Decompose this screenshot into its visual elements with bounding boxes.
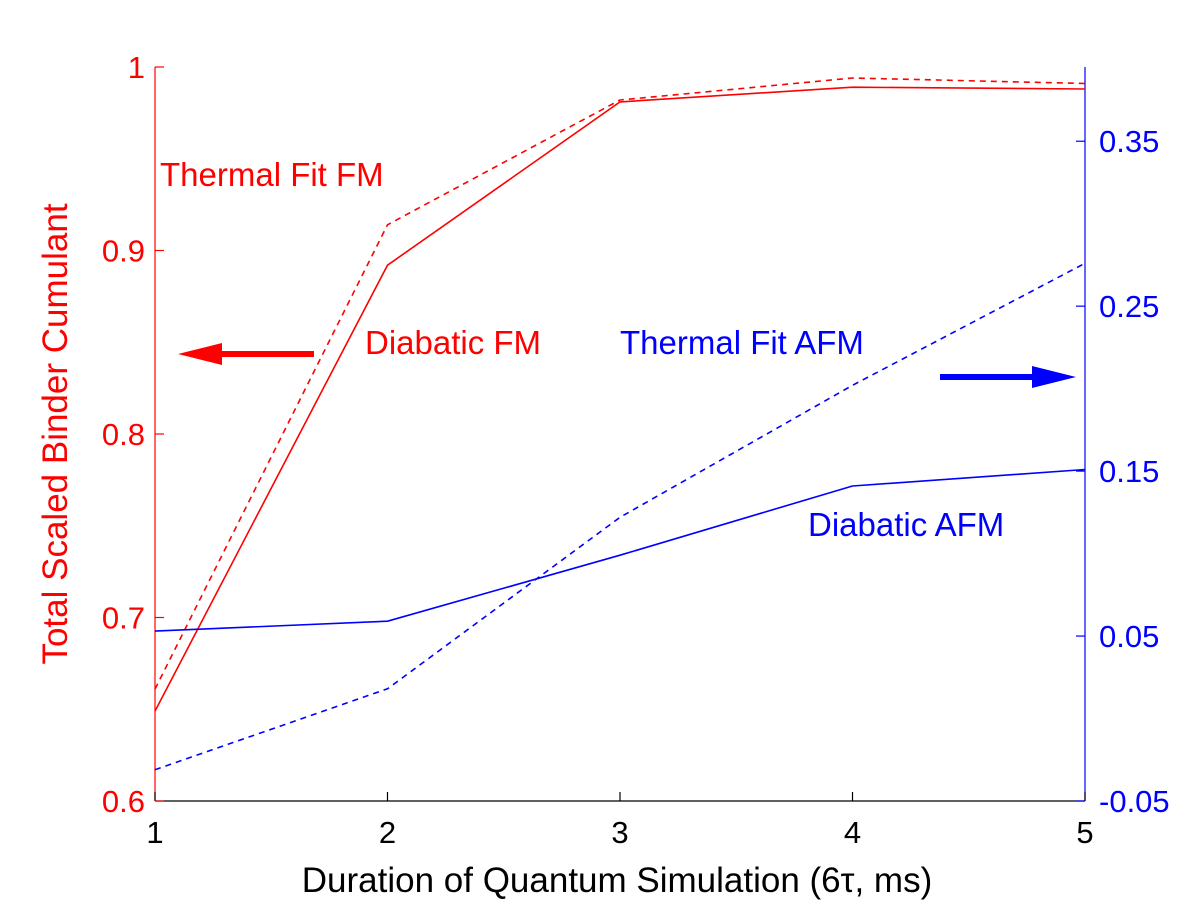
left-y-tick-label: 1 [128, 50, 145, 85]
right-y-tick-label: 0.05 [1099, 619, 1159, 654]
right-y-tick-label: 0.35 [1099, 124, 1159, 159]
left-y-tick-label: 0.6 [102, 784, 145, 819]
left-y-axis-label: Total Scaled Binder Cumulant [36, 203, 75, 664]
left-y-tick-label: 0.8 [102, 417, 145, 452]
right-y-tick-label: -0.05 [1099, 784, 1170, 819]
annotation-diabatic-fm: Diabatic FM [365, 324, 541, 361]
series-line-diabatic-fm [154, 86, 1086, 712]
left-y-tick-label: 0.7 [102, 601, 145, 636]
annotation-diabatic-afm: Diabatic AFM [808, 506, 1004, 543]
x-tick-label: 3 [611, 815, 628, 850]
x-axis-label: Duration of Quantum Simulation (6τ, ms) [302, 861, 932, 900]
x-tick-label: 1 [146, 815, 163, 850]
axes: 1 2 3 4 5 0.6 0.7 0.8 0.9 1 -0.05 0.05 0.15 0.25 0.35 D… [36, 50, 1170, 900]
series-line-diabatic-afm [154, 468, 1086, 632]
series-line-thermal-fit-fm [154, 77, 1086, 690]
annotation-thermal-fit-fm: Thermal Fit FM [160, 156, 384, 193]
left-axis-arrow-head [178, 343, 222, 365]
x-tick-label: 2 [379, 815, 396, 850]
x-tick-label: 4 [844, 815, 861, 850]
x-tick-label: 5 [1076, 815, 1093, 850]
annotations: Thermal Fit FM Diabatic FM Thermal Fit AFM… [160, 156, 1076, 543]
left-y-tick-label: 0.9 [102, 234, 145, 269]
right-axis-arrow-head [1032, 366, 1076, 388]
series-group [154, 77, 1086, 771]
annotation-thermal-fit-afm: Thermal Fit AFM [620, 324, 864, 361]
right-y-tick-label: 0.15 [1099, 454, 1159, 489]
right-y-tick-label: 0.25 [1099, 289, 1159, 324]
